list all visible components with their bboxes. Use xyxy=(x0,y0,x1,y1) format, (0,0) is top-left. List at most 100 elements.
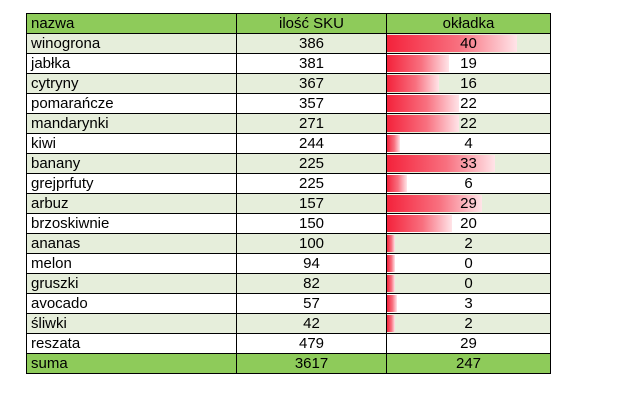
row-sku: 157 xyxy=(236,193,387,214)
cover-value: 4 xyxy=(464,135,473,152)
row-name: melon xyxy=(26,253,237,274)
table-row: ananas 100 2 xyxy=(26,233,551,254)
row-sku: 357 xyxy=(236,93,387,114)
cover-bar xyxy=(387,135,401,152)
cover-bar xyxy=(387,235,395,252)
row-cover: 2 xyxy=(386,313,551,334)
row-name: pomarańcze xyxy=(26,93,237,114)
table-row: brzoskiwnie 150 20 xyxy=(26,213,551,234)
table-body: winogrona 386 40 jabłka 381 19 cytryny 367 16 pom… xyxy=(26,33,551,374)
row-name: avocado xyxy=(26,293,237,314)
row-name: brzoskiwnie xyxy=(26,213,237,234)
cover-bar xyxy=(387,275,395,292)
cover-bar xyxy=(387,55,449,72)
row-sku: 386 xyxy=(236,33,387,54)
table-row: kiwi 244 4 xyxy=(26,133,551,154)
header-cover: okładka xyxy=(386,13,551,34)
cover-value: 0 xyxy=(464,255,473,272)
cover-value: 29 xyxy=(460,195,477,212)
row-cover: 16 xyxy=(386,73,551,94)
table-row: gruszki 82 0 xyxy=(26,273,551,294)
total-row: suma 3617 247 xyxy=(26,353,551,374)
other-row: reszata 479 29 xyxy=(26,333,551,354)
row-sku: 100 xyxy=(236,233,387,254)
row-name: arbuz xyxy=(26,193,237,214)
row-cover: 4 xyxy=(386,133,551,154)
row-cover: 22 xyxy=(386,113,551,134)
table-row: avocado 57 3 xyxy=(26,293,551,314)
cover-value: 0 xyxy=(464,275,473,292)
sku-table: nazwa ilość SKU okładka winogrona 386 40 ja… xyxy=(26,13,551,374)
cover-bar xyxy=(387,315,395,332)
cover-bar xyxy=(387,35,518,52)
row-name: ananas xyxy=(26,233,237,254)
row-name: banany xyxy=(26,153,237,174)
cover-value: 3 xyxy=(464,295,473,312)
table-row: cytryny 367 16 xyxy=(26,73,551,94)
cover-value: 33 xyxy=(460,155,477,172)
other-cover: 29 xyxy=(386,333,551,354)
row-name: kiwi xyxy=(26,133,237,154)
row-cover: 20 xyxy=(386,213,551,234)
row-cover: 0 xyxy=(386,253,551,274)
row-sku: 94 xyxy=(236,253,387,274)
row-sku: 367 xyxy=(236,73,387,94)
row-sku: 82 xyxy=(236,273,387,294)
total-name: suma xyxy=(26,353,237,374)
row-cover: 2 xyxy=(386,233,551,254)
other-sku: 479 xyxy=(236,333,387,354)
cover-bar xyxy=(387,295,397,312)
row-sku: 225 xyxy=(236,153,387,174)
row-name: winogrona xyxy=(26,33,237,54)
cover-bar xyxy=(387,255,395,272)
row-name: śliwki xyxy=(26,313,237,334)
total-cover: 247 xyxy=(386,353,551,374)
cover-bar xyxy=(387,115,459,132)
row-sku: 225 xyxy=(236,173,387,194)
table-row: jabłka 381 19 xyxy=(26,53,551,74)
cover-bar xyxy=(387,175,407,192)
cover-value: 22 xyxy=(460,95,477,112)
table-row: pomarańcze 357 22 xyxy=(26,93,551,114)
row-cover: 29 xyxy=(386,193,551,214)
row-cover: 3 xyxy=(386,293,551,314)
cover-value: 2 xyxy=(464,235,473,252)
table-row: śliwki 42 2 xyxy=(26,313,551,334)
cover-value: 2 xyxy=(464,315,473,332)
other-name: reszata xyxy=(26,333,237,354)
header-sku: ilość SKU xyxy=(236,13,387,34)
header-row: nazwa ilość SKU okładka xyxy=(26,13,551,34)
row-sku: 271 xyxy=(236,113,387,134)
row-cover: 6 xyxy=(386,173,551,194)
cover-bar xyxy=(387,215,453,232)
table-row: grejprfuty 225 6 xyxy=(26,173,551,194)
row-sku: 57 xyxy=(236,293,387,314)
cover-bar xyxy=(387,195,482,212)
row-name: jabłka xyxy=(26,53,237,74)
table-row: winogrona 386 40 xyxy=(26,33,551,54)
row-sku: 42 xyxy=(236,313,387,334)
cover-value: 16 xyxy=(460,75,477,92)
total-sku: 3617 xyxy=(236,353,387,374)
cover-bar xyxy=(387,95,459,112)
cover-bar xyxy=(387,155,495,172)
table-row: arbuz 157 29 xyxy=(26,193,551,214)
row-cover: 33 xyxy=(386,153,551,174)
cover-value: 6 xyxy=(464,175,473,192)
row-name: cytryny xyxy=(26,73,237,94)
table-row: melon 94 0 xyxy=(26,253,551,274)
cover-value: 20 xyxy=(460,215,477,232)
row-cover: 0 xyxy=(386,273,551,294)
header-name: nazwa xyxy=(26,13,237,34)
cover-value: 19 xyxy=(460,55,477,72)
row-sku: 244 xyxy=(236,133,387,154)
row-name: mandarynki xyxy=(26,113,237,134)
row-sku: 381 xyxy=(236,53,387,74)
row-cover: 19 xyxy=(386,53,551,74)
row-sku: 150 xyxy=(236,213,387,234)
cover-bar xyxy=(387,75,440,92)
table-row: banany 225 33 xyxy=(26,153,551,174)
row-name: gruszki xyxy=(26,273,237,294)
row-name: grejprfuty xyxy=(26,173,237,194)
row-cover: 22 xyxy=(386,93,551,114)
